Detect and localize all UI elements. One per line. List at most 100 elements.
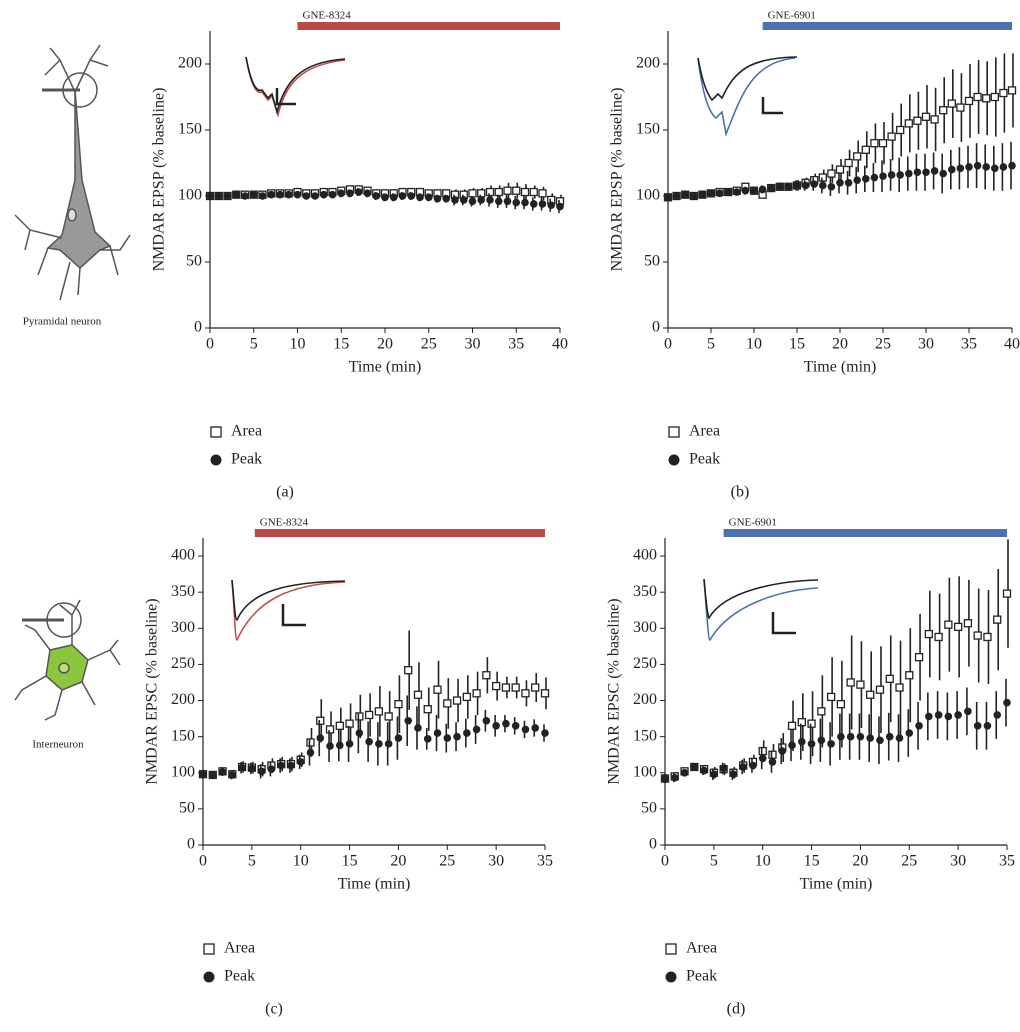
area-marker (443, 699, 452, 708)
peak-marker (993, 711, 1002, 719)
x-tick-label: 15 (342, 853, 358, 870)
series-circle (664, 141, 1016, 202)
drug-bar (297, 22, 560, 30)
area-marker (787, 721, 797, 730)
peak-marker (241, 192, 249, 200)
area-marker (335, 721, 344, 730)
legend-symbol (203, 971, 215, 983)
legend-label: Area (224, 940, 255, 957)
area-marker (913, 116, 922, 125)
peak-marker (784, 182, 793, 191)
y-tick-label: 100 (636, 187, 660, 204)
y-tick-label: 50 (644, 253, 660, 270)
peak-marker (715, 189, 724, 198)
area-marker (973, 92, 982, 102)
peak-marker (503, 197, 512, 206)
peak-marker (521, 725, 530, 734)
area-marker (983, 632, 992, 642)
peak-marker (948, 165, 956, 174)
peak-marker (328, 190, 337, 199)
area-marker (531, 683, 540, 692)
area-marker (861, 145, 870, 154)
y-tick-label: 350 (633, 583, 657, 600)
peak-marker (316, 734, 325, 742)
x-tick-label: 20 (852, 853, 868, 870)
y-tick-label: 150 (633, 727, 657, 744)
x-tick-label: 0 (206, 336, 214, 353)
series-square (663, 53, 1017, 202)
area-marker (520, 187, 530, 197)
y-axis-label: NMDAR EPSC (% baseline) (144, 598, 161, 784)
y-tick-label: 50 (641, 800, 657, 817)
peak-marker (538, 200, 547, 208)
x-axis-label: Time (min) (800, 876, 873, 893)
x-tick-label: 20 (832, 336, 848, 353)
peak-marker (700, 766, 708, 775)
peak-marker (905, 169, 913, 178)
x-tick-label: 0 (664, 336, 672, 353)
area-marker (1002, 589, 1012, 598)
x-tick-label: 15 (789, 336, 805, 353)
legend-label: Peak (224, 968, 255, 985)
y-tick-label: 0 (187, 836, 195, 853)
peak-marker (529, 200, 538, 208)
peak-marker (870, 173, 879, 182)
x-tick-label: 15 (804, 853, 820, 870)
legend-symbol (668, 454, 680, 466)
area-marker (452, 696, 462, 705)
peak-marker (302, 192, 311, 200)
peak-marker (365, 737, 373, 746)
area-marker (817, 707, 826, 716)
area-marker (930, 115, 939, 124)
peak-marker (741, 186, 750, 195)
peak-marker (223, 192, 232, 200)
drug-bar (762, 22, 1012, 30)
y-tick-label: 0 (194, 319, 202, 336)
peak-marker (208, 771, 217, 779)
area-marker (538, 189, 547, 198)
peak-marker (345, 740, 354, 748)
peak-marker (801, 181, 810, 190)
legend-symbol (665, 943, 677, 955)
peak-marker (661, 774, 669, 783)
drug-label: GNE-8324 (303, 10, 352, 22)
y-tick-label: 300 (171, 619, 195, 636)
x-tick-label: 15 (333, 336, 349, 353)
area-marker (394, 699, 403, 709)
peak-marker (767, 184, 775, 192)
x-tick-label: 30 (465, 336, 481, 353)
peak-marker (956, 164, 965, 173)
x-tick-label: 30 (488, 853, 504, 870)
peak-marker (827, 182, 836, 191)
area-marker (836, 699, 846, 709)
peak-marker (293, 190, 302, 199)
peak-marker (846, 732, 855, 741)
peak-marker (451, 196, 459, 204)
peak-marker (934, 711, 943, 719)
peak-marker (681, 190, 689, 199)
area-marker (468, 189, 477, 198)
area-marker (853, 152, 862, 161)
peak-marker (381, 193, 389, 202)
y-tick-label: 50 (179, 800, 195, 817)
legend-label: Peak (231, 451, 262, 468)
peak-marker (267, 190, 276, 199)
area-marker (953, 622, 963, 631)
x-tick-label: 25 (439, 853, 455, 870)
drug-label: GNE-6901 (729, 517, 777, 529)
peak-marker (836, 179, 844, 187)
area-marker (895, 683, 904, 692)
peak-marker (964, 707, 972, 716)
peak-marker (1008, 161, 1016, 170)
y-tick-label: 150 (171, 727, 195, 744)
peak-marker (414, 724, 422, 732)
peak-marker (407, 192, 416, 200)
area-marker (870, 139, 879, 148)
panel-label: (a) (276, 484, 294, 501)
area-marker (914, 653, 924, 662)
area-marker (924, 629, 933, 639)
y-tick-label: 200 (636, 55, 660, 72)
peak-marker (389, 193, 398, 202)
peak-marker (680, 768, 689, 777)
